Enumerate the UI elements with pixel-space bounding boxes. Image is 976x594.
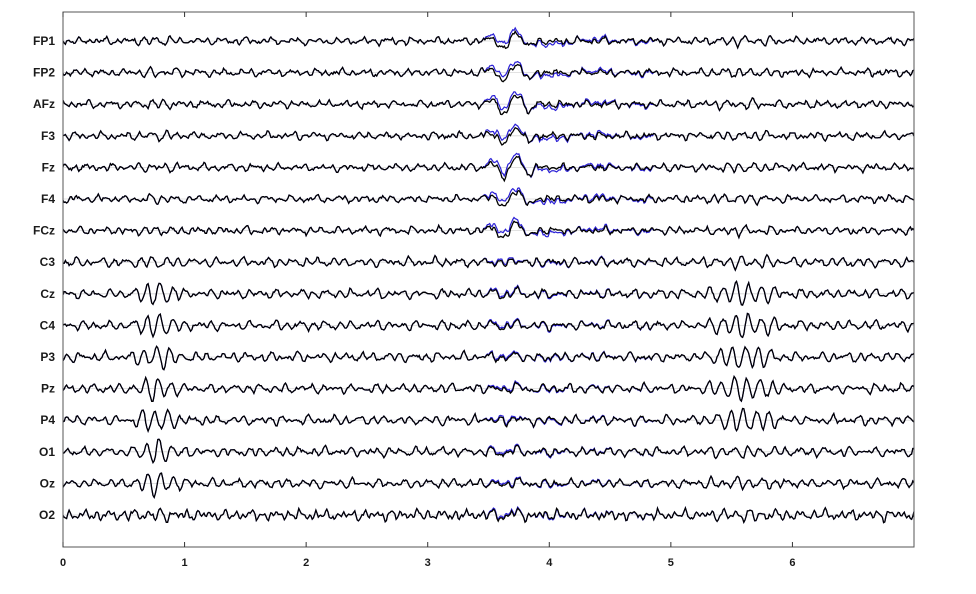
channel-label-fz: Fz [42, 160, 55, 174]
trace-a-o1 [62, 438, 915, 465]
trace-a-f4 [62, 189, 915, 207]
channel-label-fp2: FP2 [33, 66, 55, 80]
x-axis: 0 1 2 3 4 5 6 [60, 12, 795, 569]
channel-label-fp1: FP1 [33, 34, 55, 48]
x-tick-label-6: 6 [789, 557, 795, 569]
channel-label-fcz: FCz [33, 224, 55, 238]
trace-a-o2 [62, 505, 915, 524]
channel-label-oz: Oz [40, 476, 55, 490]
channel-label-o1: O1 [39, 445, 55, 459]
channel-label-c3: C3 [40, 255, 56, 269]
trace-a-fp1 [62, 29, 915, 50]
trace-b-fz [62, 152, 915, 179]
channel-label-c4: C4 [40, 318, 56, 332]
trace-a-fp2 [62, 63, 915, 83]
x-tick-label-2: 2 [303, 557, 309, 569]
trace-a-f3 [62, 126, 915, 146]
trace-a-fcz [62, 220, 915, 240]
plot-frame [62, 11, 915, 548]
channel-label-cz: Cz [40, 287, 55, 301]
trace-layer [62, 26, 915, 524]
x-tick-label-4: 4 [546, 557, 553, 569]
trace-a-afz [62, 94, 915, 116]
trace-a-c3 [62, 253, 915, 272]
channel-labels: FP1 FP2 AFz F3 Fz F4 FCz C3 Cz C4 P3 Pz P4 O1 Oz O2 [33, 34, 55, 522]
trace-a-p4 [62, 407, 915, 433]
channel-label-o2: O2 [39, 508, 55, 522]
trace-a-pz [62, 375, 915, 403]
channel-label-f4: F4 [41, 192, 55, 206]
grid-lines [63, 40, 914, 516]
x-tick-label-5: 5 [668, 557, 674, 569]
trace-a-fz [62, 155, 915, 183]
channel-label-pz: Pz [41, 382, 55, 396]
trace-a-oz [62, 472, 915, 499]
x-tick-label-3: 3 [425, 557, 431, 569]
x-tick-label-0: 0 [60, 557, 66, 569]
trace-a-cz [62, 280, 915, 306]
trace-b-fcz [62, 216, 915, 240]
x-tick-label-1: 1 [182, 557, 188, 569]
channel-label-p4: P4 [40, 413, 55, 427]
trace-b-p3 [62, 345, 915, 371]
channel-label-p3: P3 [40, 350, 55, 364]
trace-a-p3 [62, 345, 915, 371]
channel-label-afz: AFz [33, 97, 55, 111]
trace-a-c4 [62, 312, 915, 339]
channel-label-f3: F3 [41, 129, 55, 143]
